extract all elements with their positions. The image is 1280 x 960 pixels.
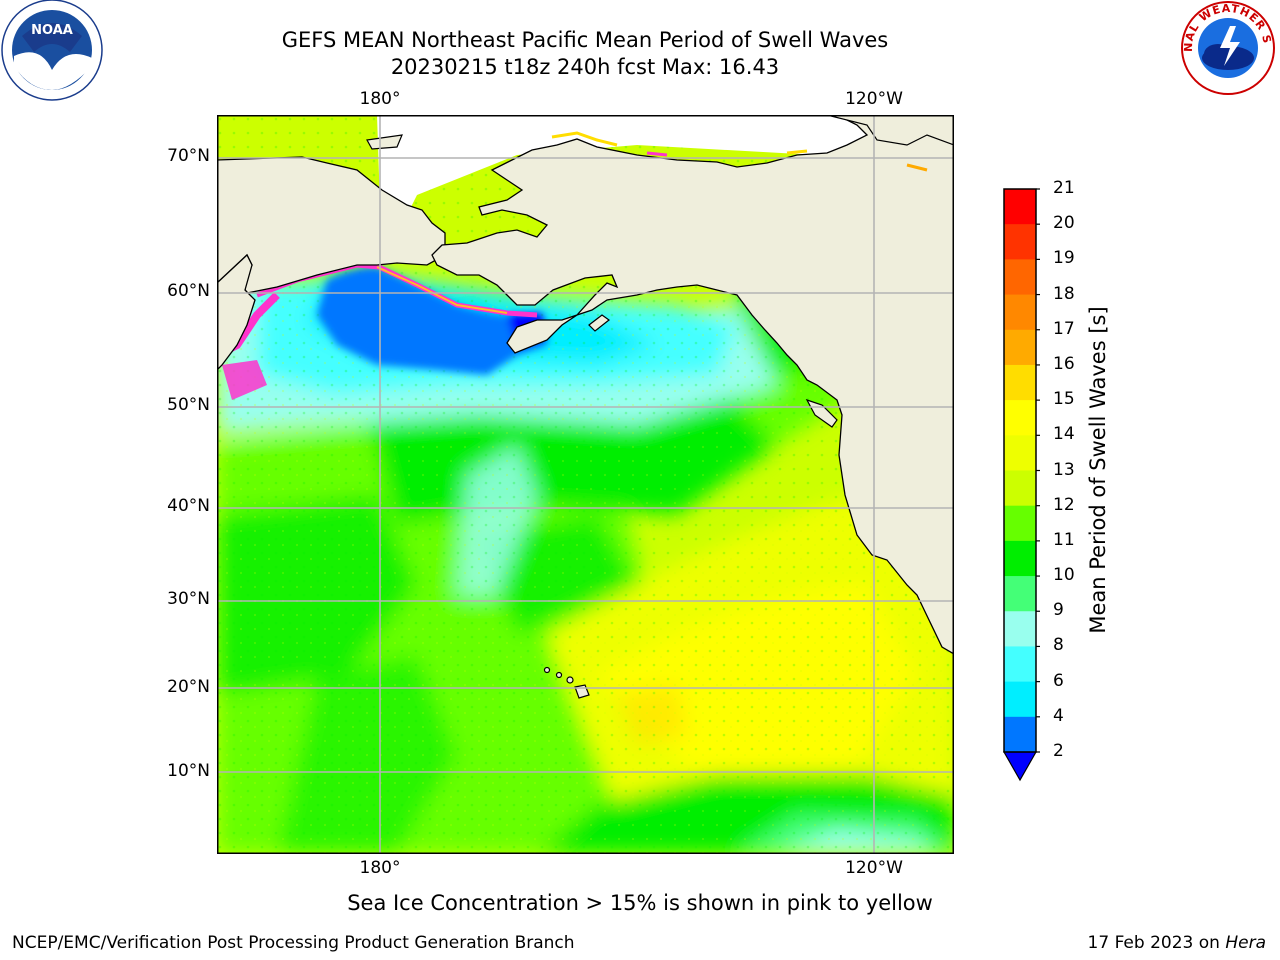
lon-label-bottom-120w: 120°W	[845, 858, 903, 878]
colorbar-tick-label: 2	[1053, 741, 1064, 761]
colorbar-tick-label: 17	[1053, 318, 1075, 339]
sea-ice-note: Sea Ice Concentration > 15% is shown in …	[347, 891, 933, 915]
colorbar-swatch	[1004, 400, 1036, 436]
colorbar-tick-label: 16	[1053, 353, 1075, 374]
date-text: 17 Feb 2023 on	[1087, 933, 1226, 953]
noaa-logo: NOAA	[1, 0, 103, 101]
colorbar-tick-label: 12	[1053, 494, 1075, 515]
colorbar-swatch	[1004, 259, 1036, 296]
nws-logo: NATIONAL WEATHER SERVICE	[1178, 0, 1275, 95]
colorbar-tick-label: 10	[1053, 565, 1075, 586]
colorbar-swatch	[1004, 576, 1036, 612]
colorbar-swatch	[1004, 329, 1036, 366]
colorbar	[1002, 188, 1040, 782]
lat-label-40n: 40°N	[167, 496, 210, 516]
lon-label-bottom-180: 180°	[359, 858, 401, 878]
colorbar-tick-label: 15	[1053, 389, 1075, 410]
lon-label-top-180: 180°	[359, 89, 401, 109]
colorbar-swatch	[1004, 611, 1036, 647]
colorbar-swatch	[1004, 294, 1036, 331]
land-kamchatka	[217, 253, 256, 371]
lat-label-50n: 50°N	[167, 395, 210, 415]
swell-period-map	[217, 115, 954, 854]
colorbar-swatch	[1004, 189, 1036, 225]
colorbar-tick-label: 20	[1053, 213, 1075, 234]
colorbar-swatch	[1004, 505, 1036, 542]
land-alaska-canada	[431, 115, 954, 655]
colorbar-tick-label: 9	[1053, 600, 1064, 621]
lat-label-60n: 60°N	[167, 281, 210, 301]
noaa-logo-text: NOAA	[31, 23, 73, 38]
colorbar-swatch	[1004, 681, 1036, 718]
colorbar-swatch	[1004, 646, 1036, 683]
colorbar-swatch	[1004, 716, 1036, 753]
colorbar-swatch	[1004, 224, 1036, 260]
colorbar-tick-label: 14	[1053, 424, 1075, 445]
colorbar-swatch	[1004, 435, 1036, 471]
chart-subtitle: 20230215 t18z 240h fcst Max: 16.43	[390, 55, 780, 79]
colorbar-tick-label: 18	[1053, 283, 1075, 304]
colorbar-swatch	[1004, 540, 1036, 577]
date-stamp: 17 Feb 2023 on Hera	[1088, 933, 1266, 953]
colorbar-title: Mean Period of Swell Waves [s]	[1086, 306, 1110, 634]
lat-label-70n: 70°N	[167, 146, 210, 166]
colorbar-tick-label: 13	[1053, 459, 1075, 480]
host-name: Hera	[1225, 933, 1266, 953]
lat-label-10n: 10°N	[167, 761, 210, 781]
colorbar-tick-label: 21	[1053, 178, 1075, 198]
chart-title: GEFS MEAN Northeast Pacific Mean Period …	[281, 28, 889, 52]
credit-text: NCEP/EMC/Verification Post Processing Pr…	[12, 933, 575, 953]
colorbar-tick-label: 19	[1053, 248, 1075, 269]
colorbar-tick-label: 8	[1053, 635, 1064, 656]
colorbar-swatch	[1004, 470, 1036, 507]
lat-label-20n: 20°N	[167, 677, 210, 697]
lon-label-top-120w: 120°W	[845, 89, 903, 109]
colorbar-tick-label: 11	[1053, 529, 1075, 550]
colorbar-swatch	[1004, 364, 1036, 401]
colorbar-tick-label: 4	[1053, 705, 1064, 726]
colorbar-tick-label: 6	[1053, 670, 1064, 691]
graticule	[217, 115, 954, 854]
lat-label-30n: 30°N	[167, 589, 210, 609]
